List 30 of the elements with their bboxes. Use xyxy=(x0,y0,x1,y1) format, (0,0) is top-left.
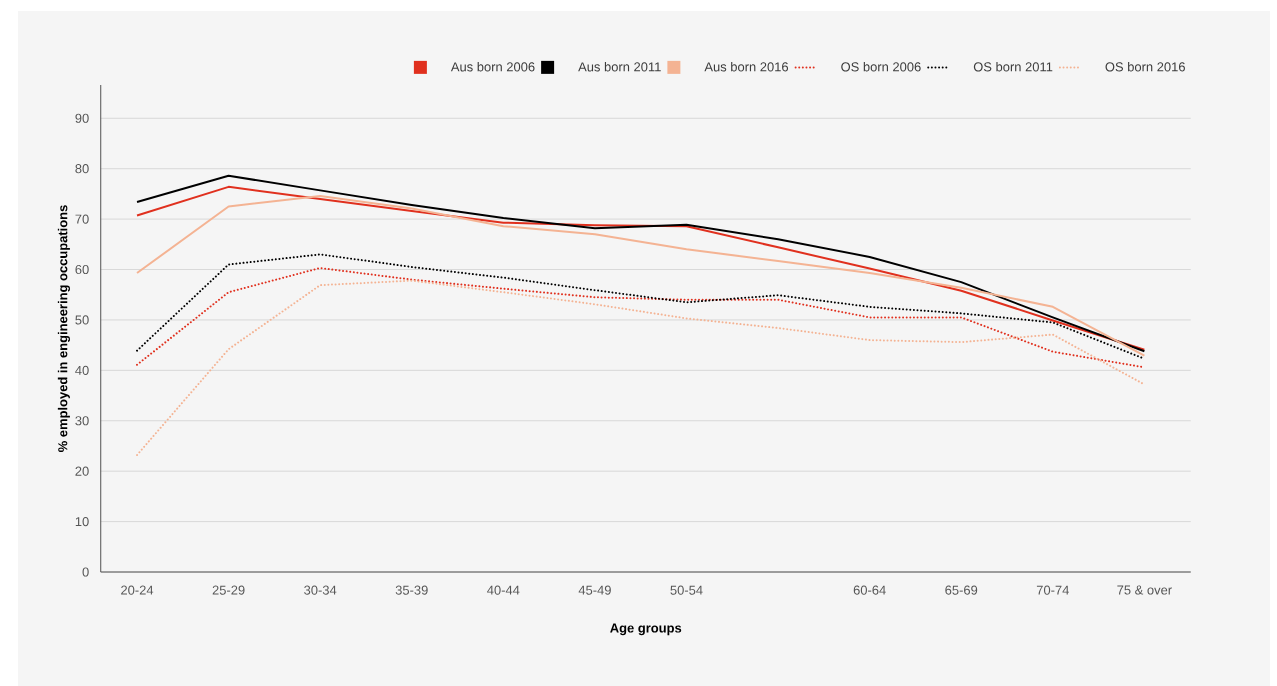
x-tick-label: 75 & over xyxy=(1117,585,1172,595)
y-tick-label: 20 xyxy=(75,466,89,476)
x-axis-title: Age groups xyxy=(610,623,682,636)
x-tick-label: 65-69 xyxy=(945,585,978,595)
x-tick-label: 30-34 xyxy=(304,585,337,595)
y-tick-label: 70 xyxy=(75,214,89,224)
x-tick-label: 70-74 xyxy=(1036,585,1069,595)
y-tick-label: 10 xyxy=(75,517,89,527)
x-tick-label: 45-49 xyxy=(578,585,611,595)
y-axis-title: % employed in engineering occupations xyxy=(57,205,70,452)
legend-label: Aus born 2016 xyxy=(704,61,789,72)
y-tick-label: 40 xyxy=(75,365,89,375)
x-tick-label: 20-24 xyxy=(121,585,154,595)
legend-label: Aus born 2006 xyxy=(450,61,535,72)
legend-label: OS born 2016 xyxy=(1105,61,1185,72)
x-tick-label: 60-64 xyxy=(853,585,886,595)
y-tick-label: 50 xyxy=(75,315,89,325)
legend-label: Aus born 2011 xyxy=(578,61,661,72)
legend-label: OS born 2011 xyxy=(973,61,1053,72)
legend-label: OS born 2006 xyxy=(841,61,921,72)
line-series xyxy=(136,279,1146,457)
y-tick-label: 80 xyxy=(75,164,89,174)
y-tick-label: 30 xyxy=(75,416,89,426)
x-tick-label: 35-39 xyxy=(395,585,428,595)
x-tick-label: 40-44 xyxy=(487,585,520,595)
y-tick-label: 0 xyxy=(82,567,89,577)
x-tick-label: 50-54 xyxy=(670,585,703,595)
y-tick-label: 60 xyxy=(75,264,89,275)
y-tick-label: 90 xyxy=(75,113,89,123)
x-tick-label: 25-29 xyxy=(212,585,245,595)
